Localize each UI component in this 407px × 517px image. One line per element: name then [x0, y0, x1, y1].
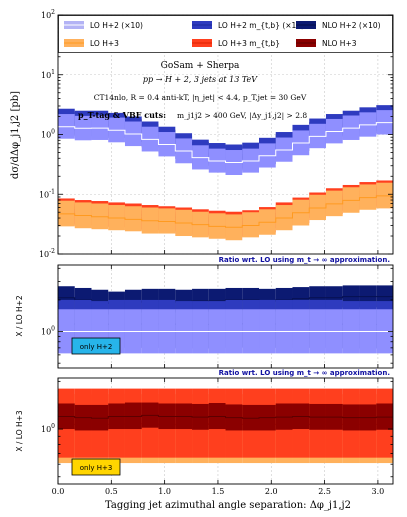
legend-label: LO H+3	[90, 39, 119, 48]
x-tick-label: 0.5	[105, 487, 118, 496]
legend-item: LO H+3 m_{t,b}	[192, 39, 280, 48]
ratio-h2-bands	[58, 285, 393, 354]
x-tick-label: 0.0	[52, 487, 65, 496]
band-bin	[242, 212, 260, 238]
annotation-line1: GoSam + Sherpa	[161, 61, 240, 71]
center-line	[58, 414, 393, 419]
x-tick-label: 1.5	[212, 487, 225, 496]
series-nlo-h-3	[58, 402, 393, 431]
annotation-line3: CT14nlo, R = 0.4 anti-kT, |η_jet| < 4.4,…	[94, 93, 307, 102]
center-line	[58, 122, 393, 163]
y-tick-label: 100	[41, 423, 55, 434]
ratio-note-h2: Ratio wrt. LO using m_t → ∞ approximatio…	[219, 256, 390, 264]
badge-only-h2: only H+2	[71, 337, 121, 355]
legend-item: NLO H+3	[296, 39, 357, 48]
band-bin	[242, 404, 260, 431]
ratio-h3-frame	[57, 377, 394, 485]
legend-item: LO H+2 (×10)	[64, 21, 143, 30]
center-line	[58, 195, 393, 228]
ratio-note-h3: Ratio wrt. LO using m_t → ∞ approximatio…	[219, 369, 390, 377]
legend-label: NLO H+3	[322, 39, 357, 48]
x-tick-label: 2.5	[318, 487, 331, 496]
band-bin	[309, 194, 326, 221]
y-tick-label: 10-2	[39, 248, 55, 259]
axis-ticks: 0.0 0.5 1.0 1.5 2.0 2.5 3.0 10-2 10-1 100 101 102 10…	[39, 9, 393, 496]
x-tick-label: 2.0	[265, 487, 278, 496]
ratio-h3-bands	[58, 388, 393, 464]
legend-label: NLO H+2 (×10)	[322, 21, 381, 30]
ratio-h3-y-axis-label: X / LO H+3	[15, 410, 24, 452]
annotation-line4-rest: m_j1j2 > 400 GeV, |Δy_j1,j2| > 2.8	[177, 111, 307, 120]
badge-only-h3-label: only H+3	[80, 464, 113, 472]
band-bin	[124, 206, 142, 232]
legend-item: LO H+3	[64, 39, 119, 48]
legend-label: LO H+2 m_{t,b} (×10)	[218, 21, 304, 30]
series-lo-h-2-10-	[58, 110, 393, 175]
y-tick-label: 102	[41, 9, 55, 20]
series-lo-h-2-10-	[58, 309, 393, 354]
band-bin	[124, 402, 142, 430]
x-axis-label: Tagging jet azimuthal angle separation: …	[105, 500, 351, 511]
x-tick-label: 1.0	[158, 487, 171, 496]
series-lo-h-3	[58, 182, 393, 241]
annotation-line4-bold: p_T-tag & VBF cuts:	[78, 110, 166, 120]
y-tick-label: 101	[41, 69, 55, 80]
main-y-axis-label: dσ/dΔφ_j1,j2 [pb]	[10, 91, 21, 179]
band-bin	[158, 208, 176, 234]
ratio-h2-y-axis-label: X / LO H+2	[15, 295, 24, 337]
legend-label: LO H+3 m_{t,b}	[218, 39, 280, 48]
annotation-line2: pp → H + 2, 3 jets at 13 TeV	[143, 75, 258, 84]
y-tick-label: 100	[41, 326, 55, 337]
annotation-block: GoSam + Sherpa pp → H + 2, 3 jets at 13 …	[78, 61, 307, 120]
legend-item: NLO H+2 (×10)	[296, 21, 381, 30]
band-bin	[91, 404, 109, 431]
y-tick-label: 10-1	[39, 188, 55, 199]
ratio-h2-frame	[57, 264, 394, 369]
main-panel-bands	[58, 105, 393, 241]
x-tick-label: 3.0	[372, 487, 385, 496]
legend: LO H+2 (×10) LO H+2 m_{t,b} (×10) NLO H+2 …	[58, 15, 393, 53]
legend-label: LO H+2 (×10)	[90, 21, 143, 30]
badge-only-h2-label: only H+2	[80, 343, 113, 351]
y-tick-label: 100	[41, 129, 55, 140]
badge-only-h3: only H+3	[71, 458, 121, 476]
legend-item: LO H+2 m_{t,b} (×10)	[192, 21, 304, 30]
